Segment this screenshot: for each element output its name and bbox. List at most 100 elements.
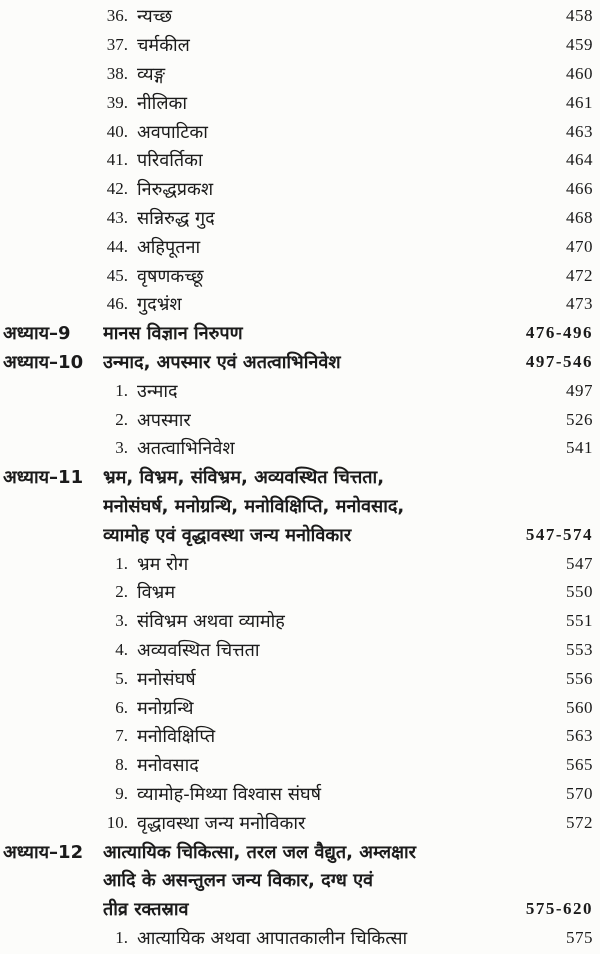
item-page-number: 463 bbox=[566, 121, 593, 141]
item-number: 42. bbox=[106, 179, 128, 199]
item-number: 43. bbox=[106, 207, 128, 227]
toc-chapter-row: अध्याय–11 भ्रम, विभ्रम, संविभ्रम, अव्यवस्… bbox=[0, 463, 600, 492]
item-page-number: 458 bbox=[566, 6, 593, 26]
toc-chapter-row: मनोसंघर्ष, मनोग्रन्थि, मनोविक्षिप्ति, मन… bbox=[0, 492, 600, 521]
item-title: नीलिका bbox=[137, 92, 188, 114]
item-title: मनोग्रन्थि bbox=[137, 697, 194, 719]
item-title: न्यच्छ bbox=[137, 6, 172, 28]
toc-chapter-row: अध्याय–9 मानस विज्ञान निरुपण 476-496 bbox=[0, 319, 600, 348]
item-page-number: 473 bbox=[566, 294, 593, 314]
toc-item-row: 1. भ्रम रोग 547 bbox=[0, 549, 600, 578]
item-page-number: 551 bbox=[566, 611, 593, 631]
item-page-number: 556 bbox=[566, 668, 593, 688]
item-page-number: 553 bbox=[566, 639, 593, 659]
item-page-number: 575 bbox=[566, 927, 593, 947]
item-page-number: 464 bbox=[566, 150, 593, 170]
toc-chapter-row: तीव्र रक्तस्राव 575-620 bbox=[0, 895, 600, 924]
item-number: 1. bbox=[115, 553, 128, 573]
chapter-page-range: 476-496 bbox=[525, 323, 593, 343]
chapter-title: उन्माद, अपस्मार एवं अतत्वाभिनिवेश bbox=[103, 351, 341, 373]
toc-item-row: 3. अतत्वाभिनिवेश 541 bbox=[0, 434, 600, 463]
item-title: अवपाटिका bbox=[137, 121, 208, 143]
chapter-title: भ्रम, विभ्रम, संविभ्रम, अव्यवस्थित चित्त… bbox=[103, 467, 385, 489]
chapter-label: अध्याय–9 bbox=[3, 323, 71, 345]
chapter-title: आत्यायिक चिकित्सा, तरल जल वैद्युत, अम्लक… bbox=[103, 841, 417, 863]
toc-item-row: 10. वृद्धावस्था जन्य मनोविकार 572 bbox=[0, 808, 600, 837]
item-page-number: 541 bbox=[566, 438, 593, 458]
item-page-number: 470 bbox=[566, 236, 593, 256]
item-title: मनोवसाद bbox=[137, 755, 199, 777]
item-title: वृषणकच्छू bbox=[137, 265, 204, 287]
item-page-number: 572 bbox=[566, 812, 593, 832]
toc-item-row: 39. नीलिका 461 bbox=[0, 88, 600, 117]
item-page-number: 466 bbox=[566, 179, 593, 199]
item-page-number: 565 bbox=[566, 755, 593, 775]
chapter-title-continuation: व्यामोह एवं वृद्धावस्था जन्य मनोविकार bbox=[103, 524, 352, 546]
item-page-number: 472 bbox=[566, 265, 593, 285]
item-title: विभ्रम bbox=[137, 582, 176, 604]
toc-chapter-row: अध्याय–10 उन्माद, अपस्मार एवं अतत्वाभिनिव… bbox=[0, 348, 600, 377]
item-title: अव्यवस्थित चित्तता bbox=[137, 639, 260, 661]
item-page-number: 461 bbox=[566, 92, 593, 112]
toc-item-row: 43. सन्निरुद्ध गुद 468 bbox=[0, 204, 600, 233]
item-page-number: 497 bbox=[566, 380, 593, 400]
item-title: मनोविक्षिप्ति bbox=[137, 726, 216, 748]
item-title: सन्निरुद्ध गुद bbox=[137, 207, 215, 229]
toc-item-row: 5. मनोसंघर्ष 556 bbox=[0, 664, 600, 693]
item-title: अपस्मार bbox=[137, 409, 191, 431]
toc-item-row: 4. अव्यवस्थित चित्तता 553 bbox=[0, 636, 600, 665]
item-title: अतत्वाभिनिवेश bbox=[137, 438, 235, 460]
item-number: 36. bbox=[106, 6, 128, 26]
toc-chapter-row: व्यामोह एवं वृद्धावस्था जन्य मनोविकार 547… bbox=[0, 520, 600, 549]
chapter-title-continuation: मनोसंघर्ष, मनोग्रन्थि, मनोविक्षिप्ति, मन… bbox=[103, 495, 405, 517]
toc-chapter-row: आदि के असन्तुलन जन्य विकार, दग्ध एवं bbox=[0, 866, 600, 895]
item-title: अहिपूतना bbox=[137, 236, 201, 258]
toc-item-row: 3. संविभ्रम अथवा व्यामोह 551 bbox=[0, 607, 600, 636]
toc-item-row: 2. विभ्रम 550 bbox=[0, 578, 600, 607]
item-title: उन्माद bbox=[137, 380, 178, 402]
item-page-number: 550 bbox=[566, 582, 593, 602]
item-title: वृद्धावस्था जन्य मनोविकार bbox=[137, 812, 306, 834]
item-number: 37. bbox=[106, 35, 128, 55]
toc-item-row: 2. अपस्मार 526 bbox=[0, 405, 600, 434]
item-number: 2. bbox=[115, 582, 128, 602]
item-number: 7. bbox=[115, 726, 128, 746]
toc-item-row: 7. मनोविक्षिप्ति 563 bbox=[0, 722, 600, 751]
item-number: 3. bbox=[115, 438, 128, 458]
item-number: 2. bbox=[115, 409, 128, 429]
chapter-page-range: 575-620 bbox=[525, 899, 593, 919]
item-title: चर्मकील bbox=[137, 35, 190, 57]
item-number: 1. bbox=[115, 927, 128, 947]
item-title: व्यामोह-मिथ्या विश्वास संघर्ष bbox=[137, 783, 322, 805]
item-page-number: 547 bbox=[566, 553, 593, 573]
toc-item-row: 41. परिवर्तिका 464 bbox=[0, 146, 600, 175]
item-number: 4. bbox=[115, 639, 128, 659]
item-number: 10. bbox=[106, 812, 128, 832]
item-number: 39. bbox=[106, 92, 128, 112]
toc-chapter-row: अध्याय–12 आत्यायिक चिकित्सा, तरल जल वैद्य… bbox=[0, 837, 600, 866]
item-title: संविभ्रम अथवा व्यामोह bbox=[137, 611, 285, 633]
toc-item-row: 1. आत्यायिक अथवा आपातकालीन चिकित्सा 575 bbox=[0, 924, 600, 953]
item-number: 8. bbox=[115, 755, 128, 775]
chapter-label: अध्याय–11 bbox=[3, 467, 84, 489]
toc-item-row: 1. उन्माद 497 bbox=[0, 376, 600, 405]
item-number: 5. bbox=[115, 668, 128, 688]
item-number: 40. bbox=[106, 121, 128, 141]
toc-item-row: 40. अवपाटिका 463 bbox=[0, 117, 600, 146]
item-title: व्यङ्ग bbox=[137, 63, 165, 85]
item-number: 44. bbox=[106, 236, 128, 256]
item-page-number: 526 bbox=[566, 409, 593, 429]
chapter-title-continuation: तीव्र रक्तस्राव bbox=[103, 899, 189, 921]
toc-item-row: 46. गुदभ्रंश 473 bbox=[0, 290, 600, 319]
chapter-label: अध्याय–10 bbox=[3, 351, 84, 373]
toc-item-row: 45. वृषणकच्छू 472 bbox=[0, 261, 600, 290]
toc-item-row: 8. मनोवसाद 565 bbox=[0, 751, 600, 780]
toc-item-row: 42. निरुद्धप्रकश 466 bbox=[0, 175, 600, 204]
item-number: 38. bbox=[106, 63, 128, 83]
item-title: भ्रम रोग bbox=[137, 553, 189, 575]
item-page-number: 560 bbox=[566, 697, 593, 717]
item-number: 1. bbox=[115, 380, 128, 400]
item-number: 9. bbox=[115, 783, 128, 803]
item-title: परिवर्तिका bbox=[137, 150, 203, 172]
